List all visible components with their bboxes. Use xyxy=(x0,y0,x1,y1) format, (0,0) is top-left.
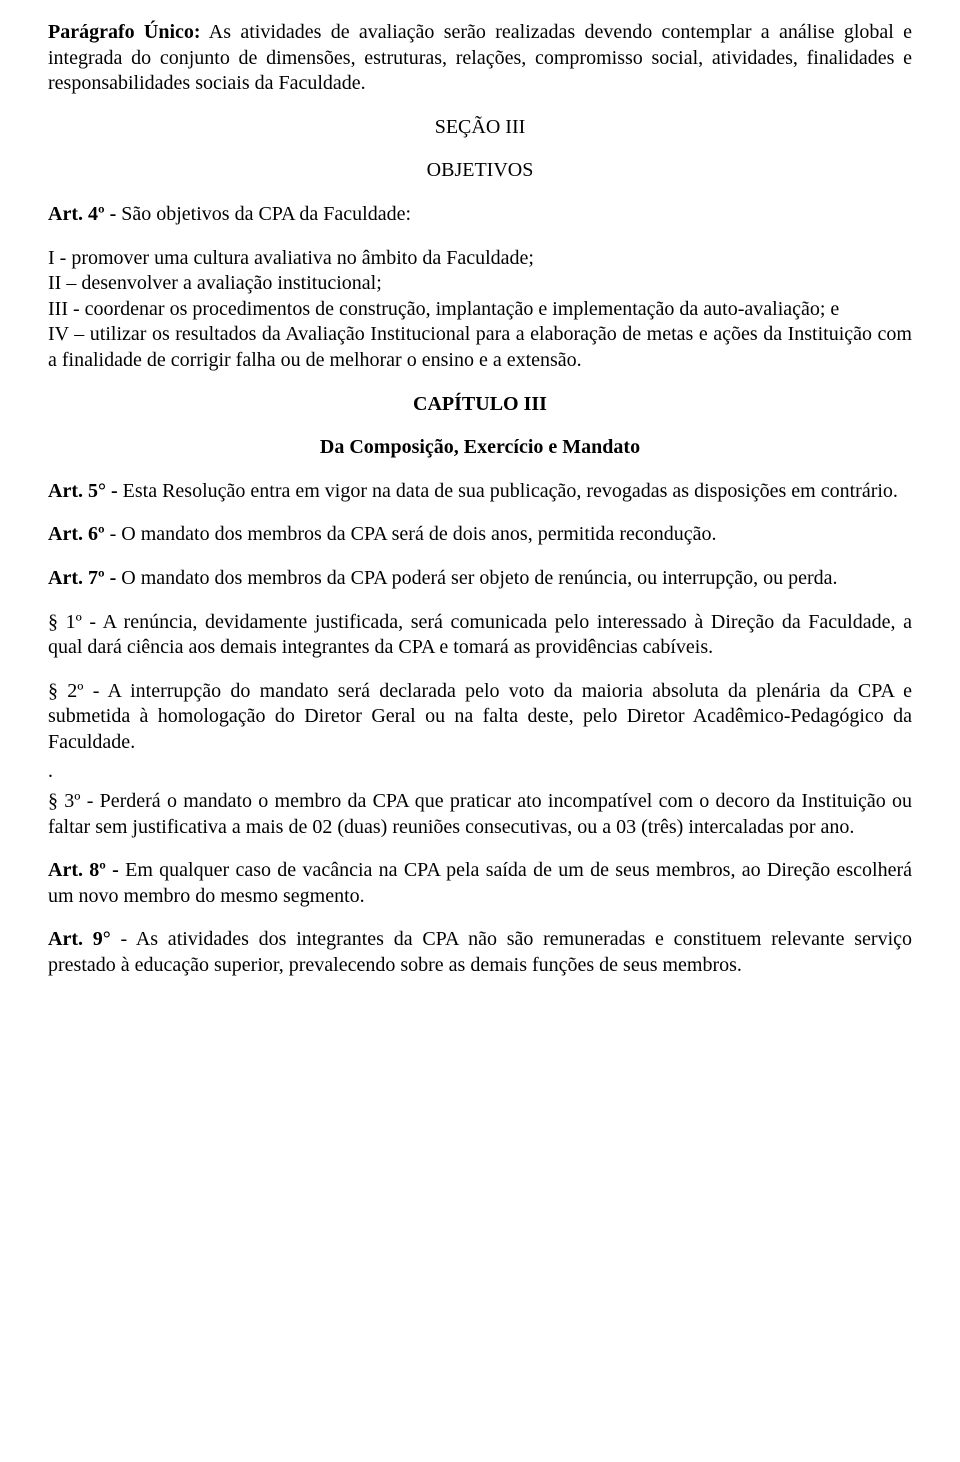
art-8-text: Em qualquer caso de vacância na CPA pela… xyxy=(48,859,912,907)
art-9: Art. 9° - As atividades dos integrantes … xyxy=(48,927,912,978)
paragraph-unico-label: Parágrafo Único: xyxy=(48,21,201,43)
art-5-text: Esta Resolução entra em vigor na data de… xyxy=(118,480,898,502)
secao-iii-subtitle: OBJETIVOS xyxy=(48,158,912,184)
art-7-label: Art. 7º - xyxy=(48,567,116,589)
art-6-label: Art. 6º xyxy=(48,523,105,545)
art-4-item-iv: IV – utilizar os resultados da Avaliação… xyxy=(48,323,912,371)
paragraph-unico: Parágrafo Único: As atividades de avalia… xyxy=(48,20,912,97)
secao-iii-title: SEÇÃO III xyxy=(48,115,912,141)
paragraph-2: § 2º - A interrupção do mandato será dec… xyxy=(48,679,912,756)
paragraph-1: § 1º - A renúncia, devidamente justifica… xyxy=(48,610,912,661)
art-4-item-i: I - promover uma cultura avaliativa no â… xyxy=(48,247,534,269)
art-5: Art. 5° - Esta Resolução entra em vigor … xyxy=(48,479,912,505)
art-9-text: - As atividades dos integrantes da CPA n… xyxy=(48,928,912,976)
art-6: Art. 6º - O mandato dos membros da CPA s… xyxy=(48,522,912,548)
art-4-item-ii: II – desenvolver a avaliação institucion… xyxy=(48,272,382,294)
art-5-label: Art. 5° - xyxy=(48,480,118,502)
capitulo-iii-title: CAPÍTULO III xyxy=(48,392,912,418)
art-9-label: Art. 9° xyxy=(48,928,111,950)
art-8-label: Art. 8º - xyxy=(48,859,119,881)
paragraph-3: § 3º - Perderá o mandato o membro da CPA… xyxy=(48,789,912,840)
art-4-text: São objetivos da CPA da Faculdade: xyxy=(116,203,411,225)
art-7-text: O mandato dos membros da CPA poderá ser … xyxy=(116,567,837,589)
art-6-text: - O mandato dos membros da CPA será de d… xyxy=(105,523,717,545)
art-8: Art. 8º - Em qualquer caso de vacância n… xyxy=(48,858,912,909)
art-7: Art. 7º - O mandato dos membros da CPA p… xyxy=(48,566,912,592)
art-4-label: Art. 4º - xyxy=(48,203,116,225)
art-4-item-iii: III - coordenar os procedimentos de cons… xyxy=(48,298,839,320)
capitulo-iii-subtitle: Da Composição, Exercício e Mandato xyxy=(48,435,912,461)
art-4: Art. 4º - São objetivos da CPA da Faculd… xyxy=(48,202,912,228)
art-4-list: I - promover uma cultura avaliativa no â… xyxy=(48,246,912,374)
stray-dot: . xyxy=(48,759,912,785)
